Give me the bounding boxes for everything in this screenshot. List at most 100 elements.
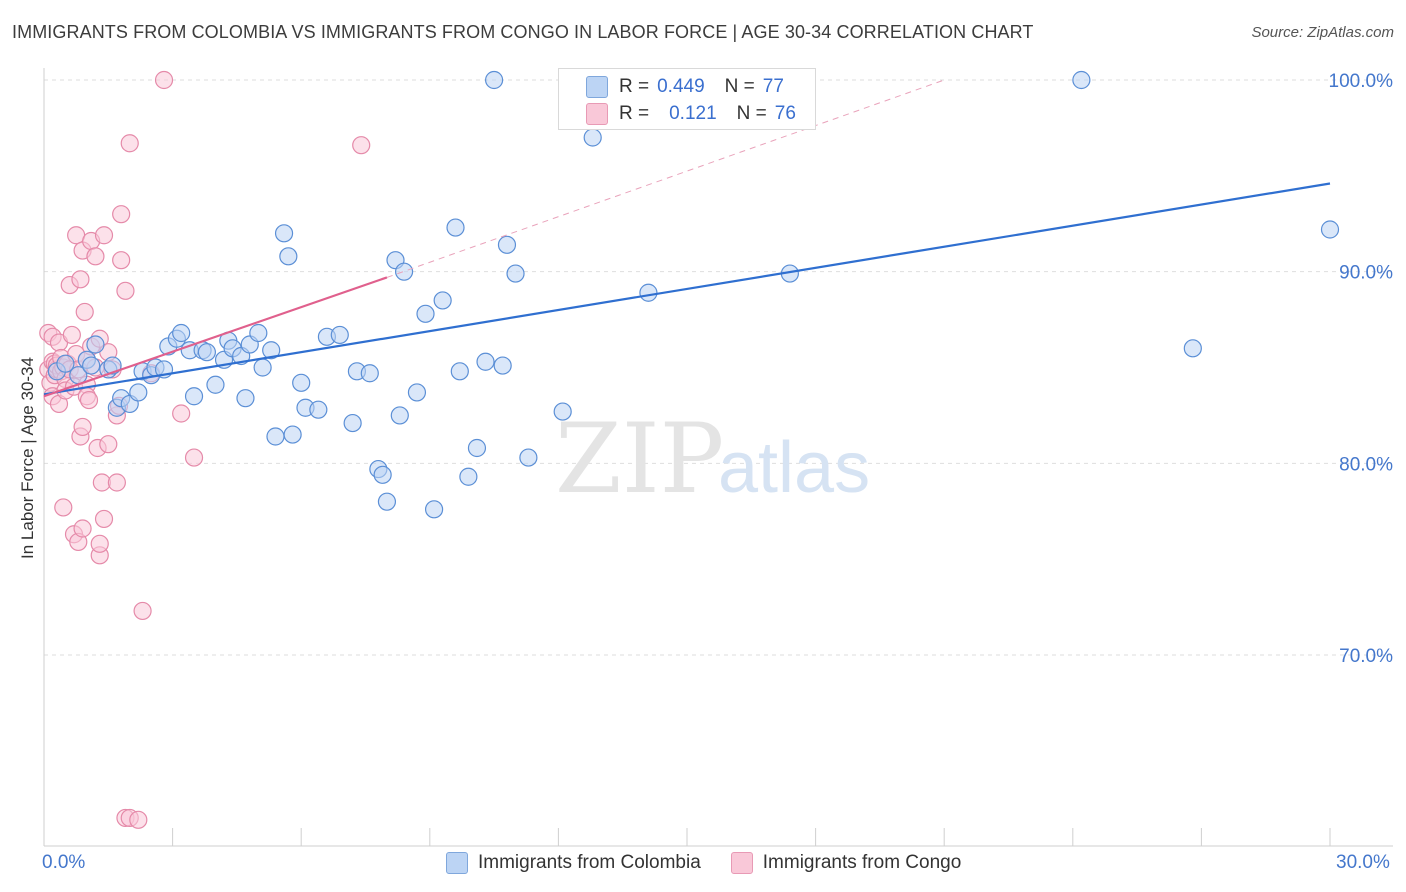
congo-point — [73, 519, 92, 538]
colombia-point — [1072, 70, 1091, 90]
legend-swatch-congo — [730, 852, 753, 874]
colombia-point — [493, 356, 512, 375]
y-tick-label-80: 80.0% — [1339, 454, 1393, 475]
congo-r-label: R = — [619, 103, 650, 124]
colombia-point — [373, 465, 392, 484]
y-tick-label-90: 90.0% — [1339, 263, 1393, 284]
y-tick-label-70: 70.0% — [1339, 646, 1393, 667]
congo-trend-line — [43, 276, 388, 398]
congo-r-value: 0.121 — [669, 103, 717, 124]
congo-point — [107, 473, 126, 492]
colombia-point — [103, 356, 122, 375]
colombia-point — [476, 352, 495, 371]
trend-lines — [43, 79, 1331, 398]
congo-point — [94, 226, 114, 245]
colombia-point — [184, 387, 204, 406]
congo-point — [133, 601, 152, 621]
x-tick-min: 0.0% — [42, 852, 86, 873]
colombia-n-label: N = — [724, 76, 755, 97]
legend-item-colombia[interactable]: Immigrants from Colombia — [446, 852, 701, 874]
congo-point — [79, 390, 99, 410]
congo-point — [154, 70, 174, 90]
colombia-point — [497, 235, 517, 254]
y-tick-label-100: 100.0% — [1329, 71, 1394, 92]
colombia-point — [506, 264, 525, 283]
legend-swatch-colombia — [446, 852, 468, 874]
colombia-point — [446, 218, 465, 237]
watermark-zip: ZIP — [555, 403, 724, 515]
colombia-point — [1320, 220, 1340, 239]
colombia-point — [56, 354, 75, 373]
colombia-point — [253, 358, 272, 377]
colombia-point — [360, 364, 379, 383]
legend-item-congo[interactable]: Immigrants from Congo — [730, 852, 962, 874]
colombia-point — [343, 413, 362, 433]
gridlines — [44, 79, 1393, 656]
colombia-points — [47, 68, 1340, 519]
colombia-point — [236, 389, 255, 408]
colombia-r-value: 0.449 — [657, 76, 705, 97]
congo-points — [39, 70, 371, 829]
source-label: Source: ZipAtlas.com — [1251, 24, 1394, 41]
colombia-point — [467, 438, 487, 458]
congo-n-value: 76 — [774, 103, 796, 124]
colombia-point — [416, 304, 435, 323]
congo-point — [90, 534, 109, 553]
watermark-atlas: atlas — [718, 428, 870, 508]
colombia-point — [424, 500, 444, 519]
colombia-point — [309, 400, 328, 419]
colombia-point — [639, 283, 658, 302]
colombia-point — [450, 362, 469, 381]
congo-point — [62, 325, 81, 345]
legend-label-congo: Immigrants from Congo — [762, 852, 962, 873]
congo-point — [99, 435, 118, 454]
congo-point — [129, 810, 148, 829]
congo-n-label: N = — [736, 103, 767, 124]
colombia-point — [262, 341, 281, 360]
colombia-point — [330, 325, 349, 345]
congo-point — [86, 247, 105, 266]
congo-swatch — [586, 103, 608, 125]
colombia-trend-line — [43, 182, 1331, 396]
colombia-point — [485, 70, 504, 90]
congo-point — [352, 136, 371, 155]
colombia-point — [266, 427, 285, 446]
legend: Immigrants from Colombia Immigrants from… — [446, 852, 961, 874]
chart-title: IMMIGRANTS FROM COLOMBIA VS IMMIGRANTS F… — [12, 22, 1034, 42]
y-tick-labels: 70.0% 80.0% 90.0% 100.0% — [1329, 71, 1394, 667]
axes — [43, 68, 1393, 847]
colombia-point — [249, 323, 268, 343]
congo-point — [94, 509, 114, 529]
colombia-point — [553, 402, 572, 421]
congo-point — [120, 134, 139, 153]
colombia-point — [583, 128, 602, 147]
congo-point — [116, 281, 135, 300]
colombia-point — [206, 375, 225, 394]
colombia-point — [519, 448, 538, 467]
colombia-point — [407, 383, 427, 402]
colombia-point — [274, 224, 294, 243]
colombia-point — [1183, 339, 1202, 358]
colombia-point — [292, 373, 311, 392]
y-axis-label: In Labor Force | Age 30-34 — [18, 357, 37, 559]
congo-point — [73, 417, 92, 437]
colombia-point — [82, 356, 101, 375]
colombia-point — [279, 247, 298, 266]
congo-point — [75, 302, 94, 322]
colombia-point — [377, 492, 397, 511]
colombia-point — [459, 467, 478, 486]
congo-point — [54, 498, 73, 517]
congo-point — [172, 404, 191, 423]
congo-point — [71, 270, 90, 289]
colombia-point — [172, 323, 191, 343]
congo-point — [112, 205, 131, 224]
colombia-r-label: R = — [619, 76, 650, 97]
congo-point — [184, 448, 204, 467]
colombia-n-value: 77 — [762, 76, 784, 97]
colombia-point — [197, 343, 216, 362]
stats-box: R = 0.449 N = 77 R = 0.121 N = 76 — [558, 68, 816, 130]
watermark: ZIP atlas — [555, 403, 870, 515]
colombia-point — [86, 335, 105, 354]
colombia-point — [433, 291, 452, 310]
